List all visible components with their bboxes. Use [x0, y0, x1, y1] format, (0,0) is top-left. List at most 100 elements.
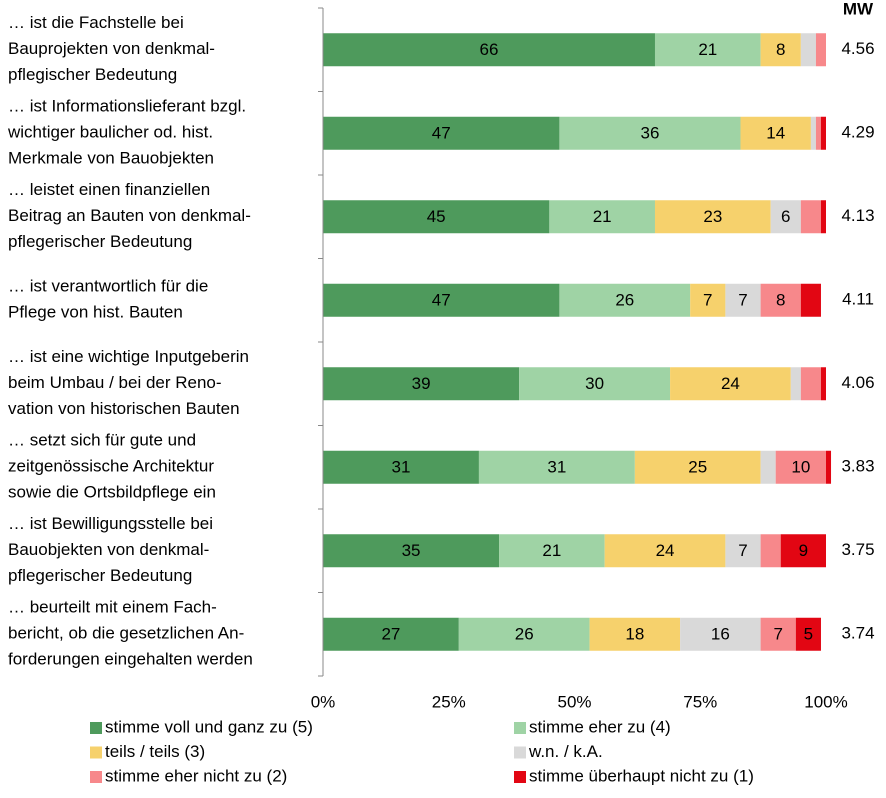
- bar-segment: [810, 116, 816, 150]
- data-label: 23: [703, 207, 722, 226]
- bar-segment: [820, 367, 826, 401]
- legend-label: stimme voll und ganz zu (5): [105, 717, 313, 736]
- data-label: 30: [585, 374, 604, 393]
- category-label: Merkmale von Bauobjekten: [8, 149, 214, 168]
- data-label: 9: [799, 541, 808, 560]
- bar-segment: [519, 367, 671, 401]
- category-label: … ist die Fachstelle bei: [8, 13, 184, 32]
- category-label: beim Umbau / bei der Reno-: [8, 373, 222, 392]
- category-label: … beurteilt mit einem Fach-: [8, 598, 217, 617]
- bar-segment: [323, 200, 550, 234]
- legend-swatch: [514, 771, 526, 783]
- data-label: 36: [640, 124, 659, 143]
- category-label: Bauprojekten von denkmal-: [8, 39, 215, 58]
- data-label: 7: [738, 541, 747, 560]
- bar-segment: [820, 200, 826, 234]
- category-label: pflegerischer Bedeutung: [8, 566, 192, 585]
- category-label: pflegischer Bedeutung: [8, 65, 177, 84]
- data-label: 16: [711, 625, 730, 644]
- bar-segment: [604, 534, 726, 568]
- data-label: 7: [738, 291, 747, 310]
- data-label: 39: [412, 374, 431, 393]
- data-label: 18: [625, 625, 644, 644]
- bar-segment: [790, 367, 801, 401]
- data-label: 45: [427, 207, 446, 226]
- bar-segment: [760, 33, 801, 67]
- mw-value: 3.75: [841, 540, 874, 559]
- bar-segment: [725, 283, 761, 317]
- legend-swatch: [90, 771, 102, 783]
- data-label: 24: [721, 374, 740, 393]
- bar-segment: [549, 200, 655, 234]
- legend-swatch: [514, 722, 526, 734]
- bar-segment: [458, 617, 590, 651]
- data-label: 8: [776, 291, 785, 310]
- category-label: Beitrag an Bauten von denkmal-: [8, 206, 251, 225]
- category-label: … setzt sich für gute und: [8, 431, 196, 450]
- bar-segment: [670, 367, 791, 401]
- mw-value: 4.13: [841, 206, 874, 225]
- bar-segment: [800, 367, 821, 401]
- bar-segment: [740, 116, 811, 150]
- category-label: … ist Bewilligungsstelle bei: [8, 514, 213, 533]
- data-label: 21: [593, 207, 612, 226]
- bar-segment: [323, 33, 655, 67]
- bar-segment: [820, 116, 826, 150]
- legend-swatch: [514, 746, 526, 759]
- data-label: 6: [781, 207, 790, 226]
- bar-segment: [760, 450, 776, 484]
- mw-value: 4.29: [841, 123, 874, 142]
- legend-label: stimme eher nicht zu (2): [105, 766, 287, 785]
- bar-segment: [323, 534, 500, 568]
- category-label: forderungen eingehalten werden: [8, 650, 253, 669]
- bar-segment: [815, 33, 826, 67]
- data-label: 31: [392, 458, 411, 477]
- data-label: 21: [698, 40, 717, 59]
- bar-segment: [323, 367, 520, 401]
- data-label: 31: [547, 458, 566, 477]
- bar-segment: [559, 283, 691, 317]
- legend-label: w.n. / k.A.: [528, 742, 603, 761]
- data-label: 14: [766, 124, 785, 143]
- bar-segment: [323, 450, 479, 484]
- bar-segment: [800, 200, 821, 234]
- bar-segment: [780, 534, 826, 568]
- x-tick-label: 50%: [557, 692, 591, 711]
- data-label: 25: [688, 458, 707, 477]
- data-label: 47: [432, 124, 451, 143]
- data-label: 10: [791, 458, 810, 477]
- bar-segment: [690, 283, 726, 317]
- bar-segment: [559, 116, 741, 150]
- mw-value: 4.56: [841, 39, 874, 58]
- category-label: … ist eine wichtige Inputgeberin: [8, 347, 249, 366]
- bar-segment: [760, 283, 801, 317]
- category-label: vation von historischen Bauten: [8, 399, 240, 418]
- data-label: 26: [515, 625, 534, 644]
- bar-segment: [654, 200, 771, 234]
- bar-segment: [499, 534, 605, 568]
- bar-segment: [770, 200, 801, 234]
- bar-segment: [725, 534, 761, 568]
- bar-segment: [323, 617, 459, 651]
- bar-segment: [775, 450, 826, 484]
- bar-segment: [478, 450, 635, 484]
- data-label: 26: [615, 291, 634, 310]
- category-label: zeitgenössische Architektur: [8, 457, 214, 476]
- data-label: 7: [703, 291, 712, 310]
- x-tick-label: 25%: [432, 692, 466, 711]
- bar-segment: [815, 116, 821, 150]
- legend-label: teils / teils (3): [105, 742, 205, 761]
- bar-segment: [634, 450, 761, 484]
- category-label: … ist verantwortlich für die: [8, 277, 208, 296]
- x-tick-label: 100%: [804, 692, 847, 711]
- bar-segment: [795, 617, 821, 651]
- category-label: … leistet einen finanziellen: [8, 180, 210, 199]
- legend-label: stimme eher zu (4): [529, 717, 671, 736]
- bar-segment: [800, 33, 816, 67]
- data-label: 66: [480, 40, 499, 59]
- bar-segment: [800, 283, 821, 317]
- mw-value: 3.83: [841, 457, 874, 476]
- x-tick-label: 75%: [683, 692, 717, 711]
- data-label: 24: [656, 541, 675, 560]
